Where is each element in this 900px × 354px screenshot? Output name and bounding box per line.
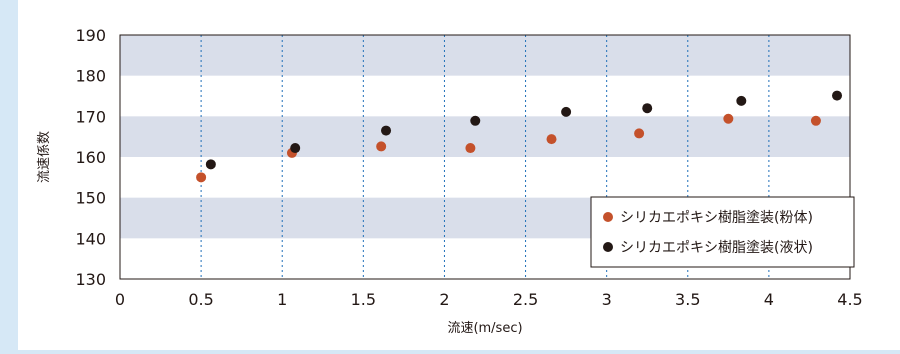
data-point-powder [810,115,821,126]
x-tick-label: 3.5 [675,290,700,309]
data-point-liquid [381,125,392,136]
y-tick-label: 160 [75,148,106,167]
x-tick-label: 2 [439,290,449,309]
x-tick-label: 4 [764,290,774,309]
data-point-liquid [290,143,301,154]
y-tick-label: 130 [75,270,106,289]
y-tick-label: 170 [75,107,106,126]
data-point-liquid [736,95,747,106]
x-tick-label: 1.5 [351,290,376,309]
legend: シリカエポキシ樹脂塗装(粉体) シリカエポキシ樹脂塗装(液状) [590,196,855,268]
data-point-powder [376,141,387,152]
data-point-liquid [470,115,481,126]
y-tick-label: 150 [75,189,106,208]
x-tick-label: 4.5 [837,290,862,309]
data-point-liquid [642,103,653,114]
x-tick-label: 3 [602,290,612,309]
vertical-gridlines [200,35,770,279]
y-tick-label: 190 [75,26,106,45]
scatter-chart: 130 140 150 160 170 180 190 0 0.5 1 1.5 2 2.5 3 3.5 4 4… [37,26,863,336]
data-point-powder [465,143,476,154]
grid-band [120,35,850,76]
x-tick-label: 1 [277,290,287,309]
legend-marker-powder [603,212,613,222]
x-tick-label: 0 [115,290,125,309]
x-tick-labels: 0 0.5 1 1.5 2 2.5 3 3.5 4 4.5 [115,290,863,309]
legend-label-powder: シリカエポキシ樹脂塗装(粉体) [620,209,813,226]
y-tick-label: 140 [75,229,106,248]
data-point-powder [723,113,734,124]
y-tick-labels: 130 140 150 160 170 180 190 [75,26,106,289]
data-point-liquid [832,90,843,101]
data-point-powder [196,172,207,183]
data-point-powder [546,134,557,145]
data-points [196,90,843,183]
legend-label-liquid: シリカエポキシ樹脂塗装(液状) [620,239,813,256]
y-axis-title: 流速係数 [37,131,52,183]
x-axis-title: 流速(m/sec) [447,321,522,336]
plot-frame [119,34,851,280]
data-point-powder [634,128,645,139]
grid-band [120,116,850,157]
y-tick-label: 180 [75,67,106,86]
chart-container: 130 140 150 160 170 180 190 0 0.5 1 1.5 2 2.5 3 3.5 4 4… [18,0,900,350]
legend-marker-liquid [603,242,613,252]
x-tick-label: 0.5 [188,290,213,309]
x-tick-label: 2.5 [513,290,538,309]
data-point-liquid [205,159,216,170]
legend-box [590,196,855,268]
data-point-liquid [561,106,572,117]
plot-border [119,34,851,280]
